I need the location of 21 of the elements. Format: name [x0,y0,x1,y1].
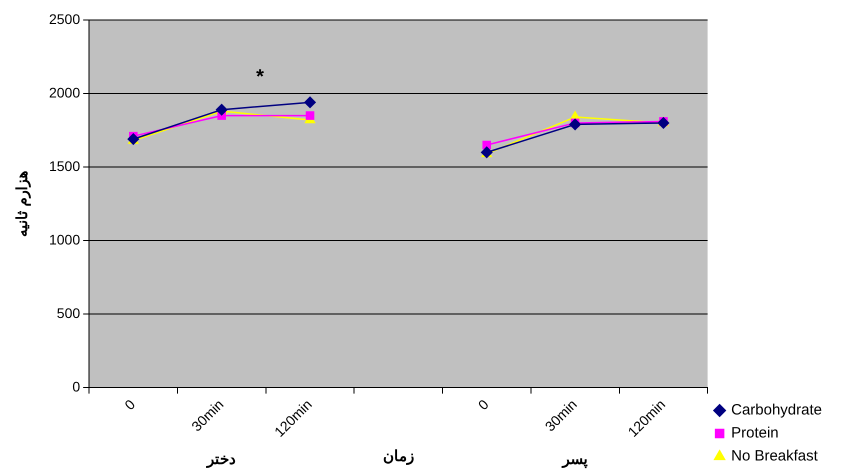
point [306,111,314,120]
text: پسر [562,451,588,469]
y-tick-label: 500 [56,304,80,321]
point [482,140,492,150]
legend-label: Protein [731,424,779,442]
x-axis-title: زمان [382,448,414,466]
y-axis-title: هزارم ثانیه [14,170,32,237]
point [569,118,581,130]
x-tick-label: 0 [121,396,138,413]
legend-label: Carbohydrate [731,402,822,419]
y-tick-label: 2500 [48,10,80,27]
y-tick-label: 1500 [48,158,80,174]
y-tick-label: 2000 [48,84,80,100]
x-tick-label: 0 [474,396,492,413]
point [658,117,670,129]
annotation: * [256,66,264,88]
point [304,96,316,108]
text: دختر [206,451,236,468]
legend-label: No Breakfast [731,448,819,465]
y-tick-label: 1000 [48,231,80,248]
y-tick-label: 0 [72,378,80,395]
